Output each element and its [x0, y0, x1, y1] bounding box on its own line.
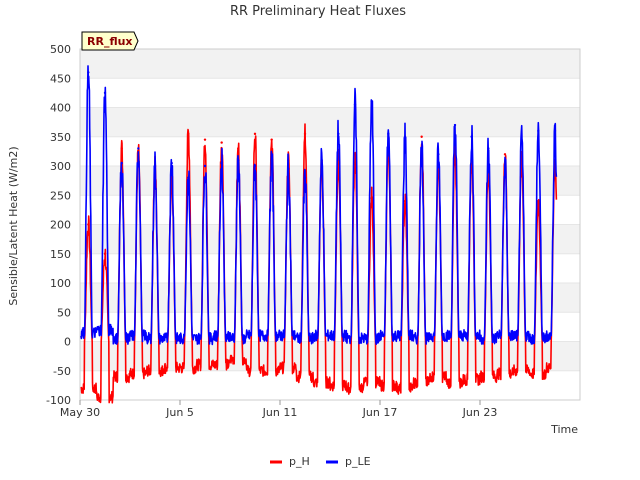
peak-point — [103, 252, 107, 255]
peak-point — [403, 135, 407, 138]
y-tick-label: 150 — [50, 248, 71, 261]
y-tick-label: 500 — [50, 43, 71, 56]
y-tick-label: -100 — [46, 394, 71, 407]
peak-point — [537, 199, 540, 203]
peak-point — [203, 164, 207, 168]
grid-band — [80, 224, 580, 254]
peak-point — [453, 123, 457, 127]
badge-label: RR_flux — [87, 35, 133, 48]
y-tick-label: 100 — [50, 277, 71, 290]
peak-point — [537, 129, 540, 133]
y-axis: -100 -50 0 50 100 150 200 250 300 350 400 450 500 — [46, 43, 71, 407]
y-axis-label: Sensible/Latent Heat (W/m2) — [7, 146, 20, 305]
peak-point — [220, 141, 223, 144]
x-tick-label: Jun 17 — [362, 406, 398, 419]
rr-flux-badge: RR_flux — [81, 31, 139, 51]
peak-point — [270, 158, 273, 162]
grid-band — [80, 49, 580, 79]
y-tick-label: 0 — [64, 336, 71, 349]
peak-point — [337, 132, 340, 136]
legend-label: p_H — [289, 455, 310, 468]
peak-point — [403, 199, 407, 203]
peak-point — [120, 161, 123, 165]
peak-point — [187, 132, 190, 136]
peak-point — [520, 141, 523, 144]
y-tick-label: 400 — [50, 102, 71, 115]
chart-title: RR Preliminary Heat Fluxes — [230, 4, 406, 19]
peak-point — [353, 103, 357, 106]
peak-point — [220, 161, 223, 165]
peak-point — [370, 196, 373, 200]
legend: p_H p_LE — [270, 455, 371, 468]
legend-label: p_LE — [345, 455, 371, 468]
peak-point — [187, 176, 190, 179]
peak-point — [103, 91, 107, 95]
peak-point — [387, 132, 390, 136]
x-tick-label: Jun 11 — [262, 406, 298, 419]
peak-point — [253, 164, 257, 168]
peak-point — [503, 153, 507, 156]
plot-area — [79, 48, 581, 401]
x-tick-label: Jun 5 — [165, 406, 194, 419]
peak-point — [420, 147, 423, 150]
y-tick-label: 200 — [50, 219, 71, 232]
peak-point — [370, 100, 373, 103]
series-p_LE — [80, 65, 558, 346]
x-axis-label: Time — [550, 423, 578, 436]
peak-point — [553, 129, 557, 133]
peak-point — [503, 164, 507, 168]
badge-box — [81, 31, 139, 51]
peak-point — [303, 132, 307, 136]
peak-point — [487, 147, 490, 150]
grid-band — [80, 166, 580, 196]
peak-point — [303, 176, 307, 179]
peak-point — [437, 153, 440, 156]
peak-point — [153, 164, 157, 168]
peak-point — [237, 147, 240, 150]
series-line-p_LE — [80, 65, 558, 346]
peak-point — [470, 135, 473, 138]
peak-point — [203, 138, 207, 141]
y-tick-label: 450 — [50, 72, 71, 85]
grid-band — [80, 341, 580, 371]
peak-point — [137, 147, 140, 150]
y-tick-label: 50 — [57, 306, 71, 319]
y-tick-label: 250 — [50, 189, 71, 202]
peak-point — [87, 223, 90, 226]
peak-point — [320, 158, 323, 162]
grid-band — [80, 107, 580, 137]
peak-point — [420, 135, 423, 138]
x-axis: May 30 Jun 5 Jun 11 Jun 17 Jun 23 — [60, 400, 497, 419]
peak-point — [287, 167, 290, 171]
y-tick-label: 350 — [50, 131, 71, 144]
peak-point — [120, 147, 123, 150]
series-layer — [80, 65, 558, 404]
x-tick-label: May 30 — [60, 406, 100, 419]
y-tick-label: 300 — [50, 160, 71, 173]
peak-point — [270, 138, 273, 141]
peak-point — [170, 161, 173, 165]
grid-band — [80, 283, 580, 313]
plot-border — [79, 48, 581, 401]
peak-point — [253, 132, 257, 136]
y-tick-label: -50 — [53, 365, 71, 378]
peak-point — [237, 158, 240, 162]
peak-point — [87, 71, 90, 74]
x-tick-label: Jun 23 — [462, 406, 498, 419]
